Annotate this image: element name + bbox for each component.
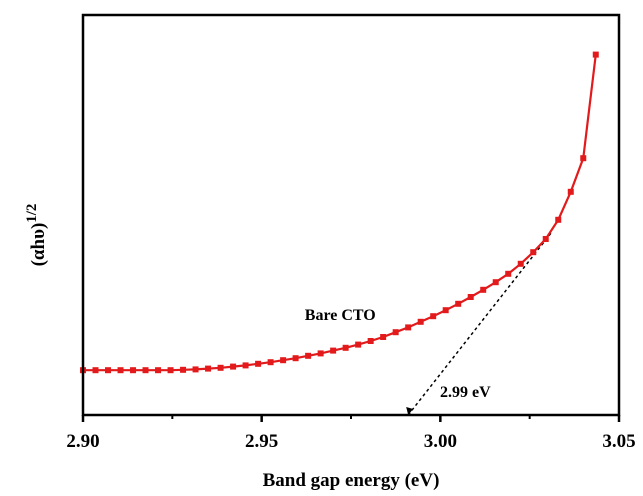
x-tick-label: 3.00 [424,431,457,452]
data-point-marker [505,270,512,277]
data-point-marker [492,279,499,286]
data-point-marker [105,367,112,374]
x-tick-label: 2.95 [245,431,278,452]
data-point-marker [192,366,199,373]
data-point-marker [217,364,224,371]
plot-frame [81,13,621,417]
data-point-marker [142,367,149,374]
y-axis-title-exponent: 1/2 [24,204,40,223]
data-point-marker [267,359,274,366]
data-point-marker [467,294,474,300]
annotation-label: Bare CTO [305,307,376,324]
data-point-marker [92,367,99,374]
x-axis-title: Band gap energy (eV) [263,470,440,491]
tangent-line [407,232,552,416]
data-point-marker [242,362,249,369]
data-point-marker [292,355,299,362]
x-tick-label: 2.90 [66,431,99,452]
data-point-marker [117,367,124,374]
data-point-marker [255,360,262,367]
data-point-marker [355,341,362,348]
data-point-marker [180,366,187,373]
data-point-marker [280,357,287,364]
data-point-marker [155,367,162,374]
data-point-marker [317,350,324,357]
data-point-marker [330,347,337,354]
data-point-marker [580,155,587,162]
data-point-marker [480,286,487,293]
data-point-marker [205,365,212,372]
y-axis-title-base: (αhυ) [28,223,49,267]
data-point-marker [517,260,524,267]
data-point-marker [367,338,374,344]
data-point-marker [567,188,574,195]
x-tick-label: 3.05 [602,431,635,452]
data-point-marker [417,318,424,325]
data-point-marker [455,300,462,307]
data-point-marker [305,352,312,359]
annotation-label: 2.99 eV [440,384,491,401]
data-point-marker [430,313,437,320]
data-point-marker [167,367,174,374]
data-point-marker [380,334,387,340]
y-axis-title: (αhυ)1/2 [24,204,49,267]
data-point-marker [230,363,237,370]
data-point-marker [555,216,562,223]
data-point-marker [530,249,537,256]
data-point-marker [542,236,549,242]
data-point-marker [592,51,599,58]
plot-area: Bare CTO 2.99 eV [80,51,599,416]
data-point-marker [130,367,137,374]
data-point-marker [392,329,399,336]
data-point-marker [442,307,449,314]
intercept-arrowhead [406,407,414,415]
x-axis-ticks: 2.90 2.95 3.00 3.05 [66,415,636,452]
data-point-marker [342,344,349,351]
data-point-marker [405,324,412,331]
